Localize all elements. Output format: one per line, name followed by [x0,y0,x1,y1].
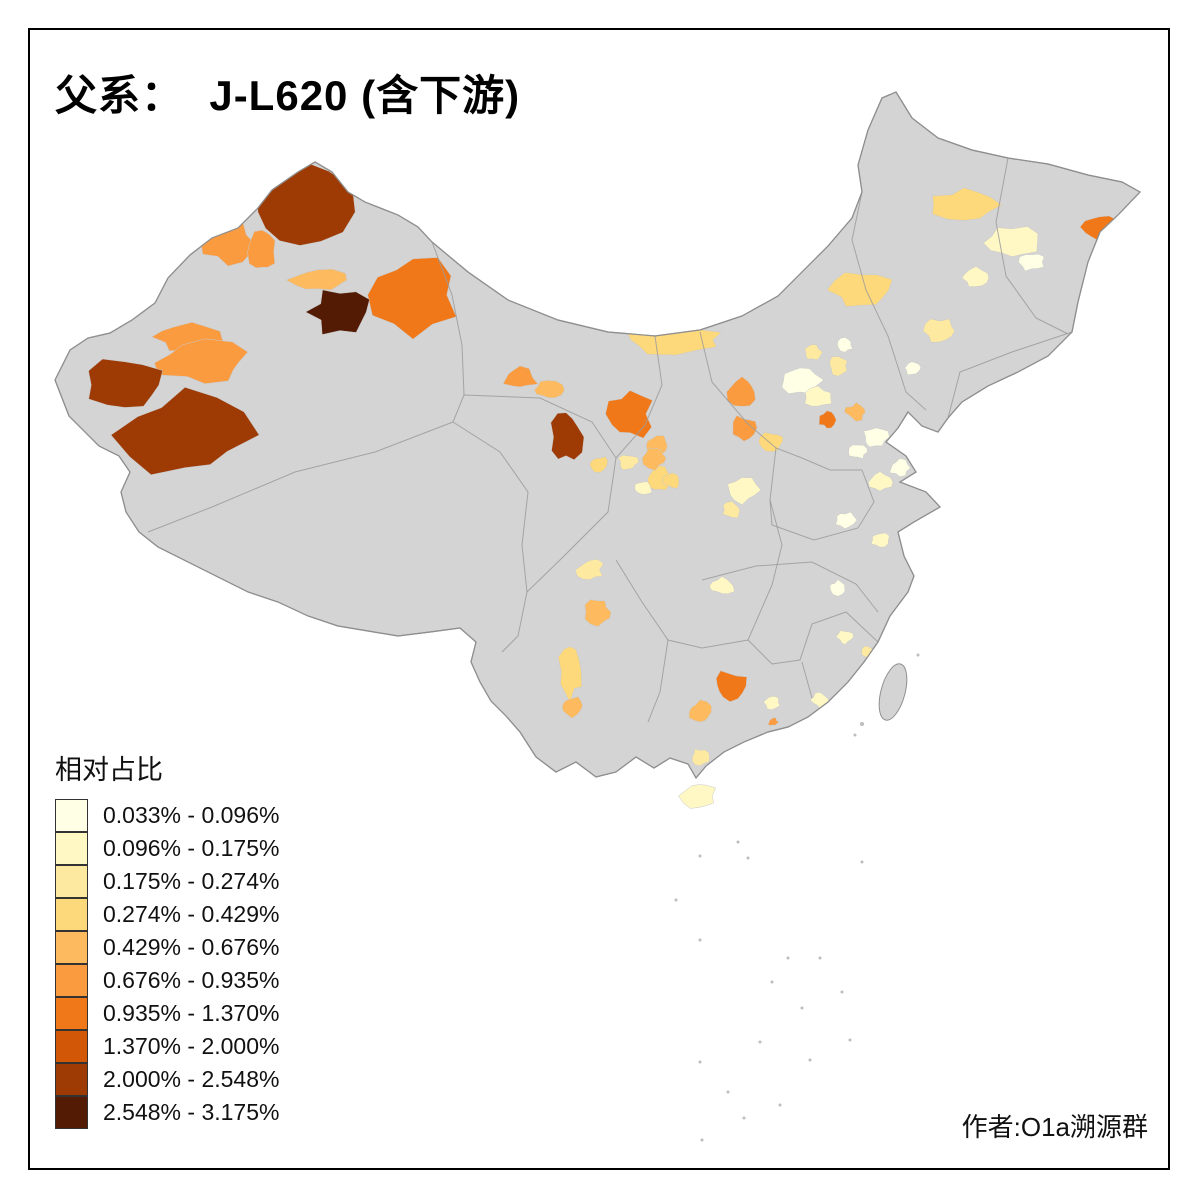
small-islands [674,653,920,1142]
legend-swatch [55,799,88,832]
map-region [722,500,741,519]
map-region [678,784,717,809]
map-region [561,696,583,719]
map-region [550,412,585,461]
legend-swatch [55,1096,88,1129]
legend-item: 2.548% - 3.175% [55,1096,279,1129]
map-region [575,559,604,581]
legend-item: 1.370% - 2.000% [55,1030,279,1063]
map-region [837,337,854,353]
legend-item: 0.935% - 1.370% [55,997,279,1030]
map-region [804,344,823,361]
legend-swatch [55,1063,88,1096]
legend-swatch [55,964,88,997]
page-title: 父系： J-L620 (含下游) [55,72,521,119]
taiwan-island [878,663,908,721]
legend-label: 0.175% - 0.274% [103,868,280,894]
legend-swatch [55,832,88,865]
map-region [709,576,735,595]
legend-item: 0.274% - 0.429% [55,898,279,931]
map-region [835,630,854,646]
legend-item: 0.096% - 0.175% [55,832,279,865]
map-region [691,748,710,767]
map-region [844,402,866,422]
map-region [726,376,756,407]
legend-label: 0.096% - 0.175% [103,835,280,861]
legend-item: 0.033% - 0.096% [55,799,279,832]
map-region [715,670,748,703]
legend-swatch [55,1030,88,1063]
map-region [88,358,164,408]
map-region [589,456,608,473]
legend-label: 0.274% - 0.429% [103,901,280,927]
legend-swatch [55,997,88,1030]
legend-rows: 0.033% - 0.096% 0.096% - 0.175% 0.175% - 0… [55,799,279,1129]
attribution: 作者:O1a溯源群 [961,1112,1148,1142]
map-region [818,410,837,429]
map-region [826,272,893,307]
map-region [829,579,846,597]
map-region [932,187,1003,221]
map-region [889,458,911,477]
legend-title: 相对占比 [55,755,163,785]
map-region [961,266,990,287]
map-region [605,390,653,439]
map-region [534,380,565,399]
map-region [634,481,653,495]
legend-label: 2.548% - 3.175% [103,1099,280,1125]
map-region [1018,253,1045,272]
map-region [804,385,832,407]
legend-label: 0.935% - 1.370% [103,1000,280,1026]
map-region [154,338,249,384]
legend-swatch [55,898,88,931]
legend-label: 0.033% - 0.096% [103,802,280,828]
legend-label: 0.429% - 0.676% [103,934,280,960]
map-region [868,471,894,492]
map-region [763,696,781,711]
map-region [247,229,276,269]
china-mainland-outline [54,91,1141,780]
map-region [983,226,1039,257]
map-region [848,444,868,460]
map-region [904,361,922,376]
map-region [584,599,612,627]
map-region [110,387,260,476]
legend-item: 0.175% - 0.274% [55,865,279,898]
map-region [863,427,890,448]
map-region [557,646,583,704]
legend-label: 2.000% - 2.548% [103,1066,280,1092]
map-region [305,289,370,335]
map-region [829,356,848,377]
legend-item: 0.429% - 0.676% [55,931,279,964]
colored-regions-layer [88,159,1121,767]
map-region [257,159,356,246]
map-region [661,472,680,489]
map-region [732,415,758,442]
legend-swatch [55,865,88,898]
map-region [870,532,890,548]
legend-swatch [55,931,88,964]
map-region [922,318,956,343]
map-region [502,365,539,388]
legend-label: 1.370% - 2.000% [103,1033,280,1059]
island-regions-layer [678,784,717,809]
map-region [618,454,640,471]
province-boundaries [147,157,1073,723]
map-region [727,477,762,506]
map-region [767,717,780,726]
map-region [641,447,667,471]
map-region [688,699,712,723]
legend: 相对占比 0.033% - 0.096% 0.096% - 0.175% 0.175… [55,748,279,1129]
legend-item: 2.000% - 2.548% [55,1063,279,1096]
legend-item: 0.676% - 0.935% [55,964,279,997]
map-region [285,268,348,291]
legend-label: 0.676% - 0.935% [103,967,280,993]
map-region [835,511,858,529]
map-region [758,432,784,453]
